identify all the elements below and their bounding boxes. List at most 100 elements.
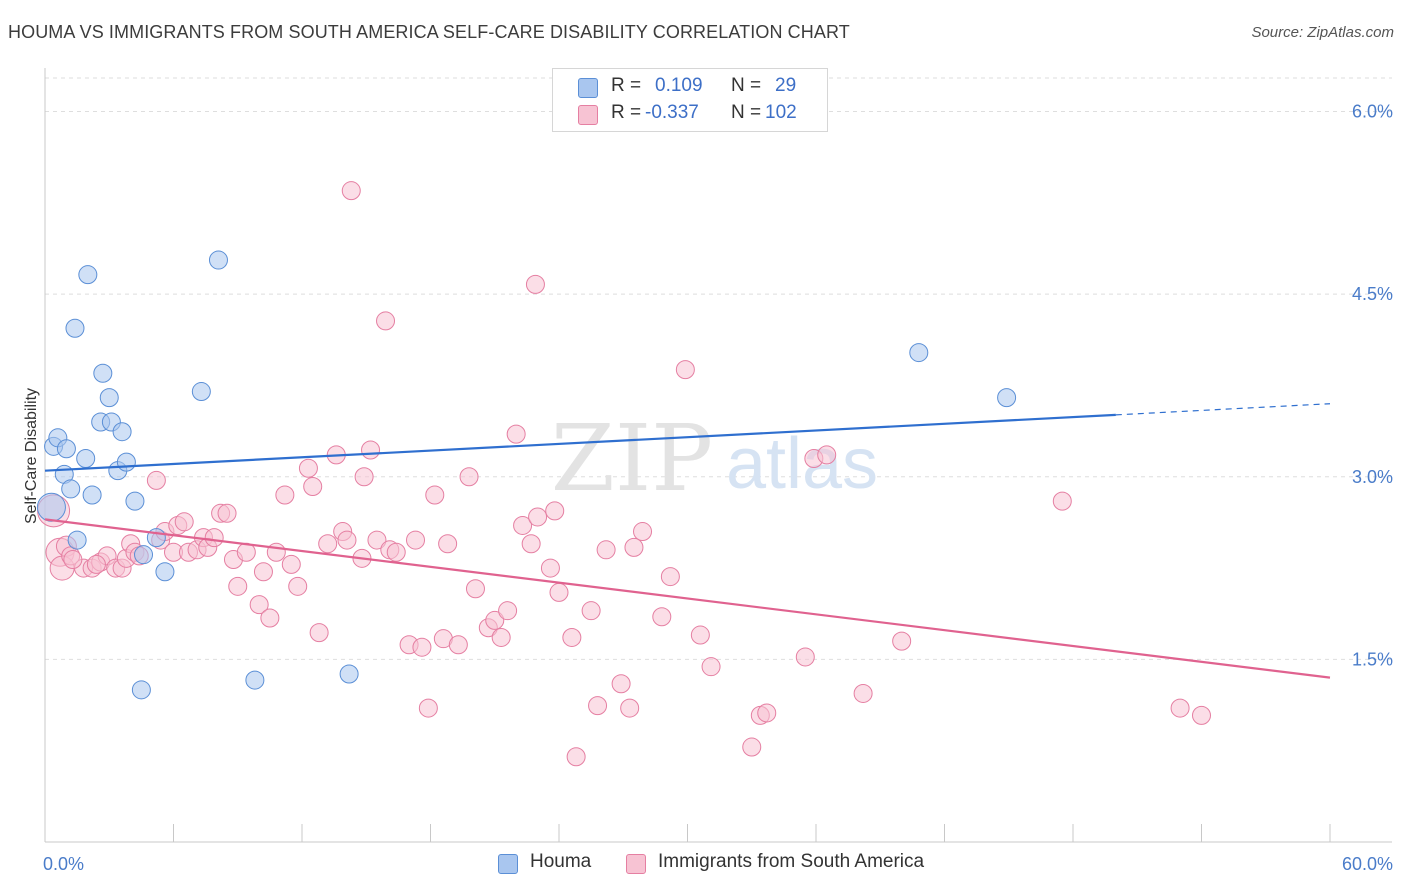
trend-line-houma-projection xyxy=(1115,403,1331,416)
series-houma xyxy=(36,250,1017,700)
data-point-immigrants xyxy=(309,623,329,643)
r-label: R = xyxy=(611,102,642,123)
data-point-immigrants xyxy=(1192,705,1211,725)
immigrants-legend-swatch xyxy=(626,854,646,874)
data-point-immigrants xyxy=(249,595,269,615)
data-point-immigrants xyxy=(521,534,541,554)
data-point-immigrants xyxy=(892,631,912,651)
watermark-atlas: atlas xyxy=(726,424,878,504)
data-point-immigrants xyxy=(652,607,672,627)
data-point-immigrants xyxy=(418,698,438,718)
data-point-immigrants xyxy=(337,530,357,550)
data-point-immigrants xyxy=(260,608,280,628)
data-point-immigrants xyxy=(624,537,644,557)
data-point-houma xyxy=(112,422,132,442)
trend-lines xyxy=(44,403,1331,679)
data-point-houma xyxy=(134,545,154,565)
data-point-immigrants xyxy=(528,507,548,527)
r-value: 0.109 xyxy=(655,75,703,96)
data-point-immigrants xyxy=(361,440,381,460)
data-point-immigrants xyxy=(459,467,479,487)
correlation-legend: R = 0.109 N = 29 R = -0.337 N = 102 xyxy=(552,68,828,132)
data-point-houma xyxy=(909,343,929,363)
data-point-houma xyxy=(76,449,96,468)
data-point-immigrants xyxy=(513,515,533,535)
data-point-immigrants xyxy=(611,674,631,694)
immigrants-swatch xyxy=(578,105,598,125)
data-point-immigrants xyxy=(660,567,680,587)
data-point-immigrants xyxy=(253,562,273,582)
data-point-immigrants xyxy=(525,274,545,294)
data-point-immigrants xyxy=(146,470,166,490)
data-point-immigrants xyxy=(425,485,445,505)
x-tick-label: 60.0% xyxy=(1342,854,1393,874)
data-point-immigrants xyxy=(853,683,873,703)
data-point-immigrants xyxy=(795,647,815,667)
n-label: N = xyxy=(731,102,762,123)
data-point-immigrants xyxy=(275,485,295,505)
series-immigrants xyxy=(37,181,1211,767)
houma-legend-swatch xyxy=(498,854,518,874)
data-point-immigrants xyxy=(412,637,432,657)
data-point-immigrants xyxy=(448,635,468,655)
houma-swatch xyxy=(578,78,598,98)
data-point-immigrants xyxy=(266,542,286,562)
data-point-immigrants xyxy=(742,737,762,757)
watermark: ZIP atlas xyxy=(551,405,878,512)
data-point-immigrants xyxy=(690,625,710,645)
data-point-houma xyxy=(99,388,119,408)
immigrants-legend-label: Immigrants from South America xyxy=(658,851,925,872)
houma-legend-label: Houma xyxy=(530,851,592,872)
y-tick-label: 6.0% xyxy=(1352,102,1393,122)
legend-row-houma: R = 0.109 N = 29 xyxy=(553,75,827,101)
data-point-immigrants xyxy=(438,534,458,554)
data-point-houma xyxy=(245,670,265,690)
data-point-immigrants xyxy=(63,550,83,570)
data-point-immigrants xyxy=(341,181,361,201)
n-label: N = xyxy=(731,75,762,96)
data-point-immigrants xyxy=(545,501,565,521)
data-point-houma xyxy=(131,680,151,700)
data-point-immigrants xyxy=(204,528,224,548)
data-point-immigrants xyxy=(376,311,396,331)
data-point-immigrants xyxy=(386,542,406,562)
n-value: 102 xyxy=(765,102,797,123)
n-value: 29 xyxy=(775,75,797,96)
data-point-immigrants xyxy=(1170,698,1190,718)
data-point-houma xyxy=(208,250,228,270)
data-point-immigrants xyxy=(303,477,323,497)
data-point-houma xyxy=(67,530,87,550)
data-point-immigrants xyxy=(465,579,485,599)
data-point-houma xyxy=(36,492,66,522)
data-point-immigrants xyxy=(217,503,237,523)
data-point-immigrants xyxy=(498,601,518,621)
data-point-immigrants xyxy=(549,582,569,602)
data-point-immigrants xyxy=(540,558,560,578)
data-point-immigrants xyxy=(817,445,837,465)
y-axis-label: Self-Care Disability xyxy=(23,388,40,524)
data-point-immigrants xyxy=(596,540,616,560)
legend-row-immigrants: R = -0.337 N = 102 xyxy=(553,102,827,128)
data-point-houma xyxy=(125,491,145,511)
data-point-houma xyxy=(82,485,102,505)
trend-line-immigrants xyxy=(44,518,1331,679)
data-point-immigrants xyxy=(281,554,301,574)
y-tick-label: 3.0% xyxy=(1352,467,1393,487)
data-point-immigrants xyxy=(1052,491,1072,511)
data-point-houma xyxy=(56,439,76,459)
data-point-immigrants xyxy=(566,747,586,767)
gridlines: 1.5% 3.0% 4.5% 6.0% xyxy=(45,77,1393,669)
data-point-immigrants xyxy=(485,610,505,630)
data-point-immigrants xyxy=(288,576,308,596)
data-point-houma xyxy=(78,265,98,285)
legend-item-houma: Houma xyxy=(498,851,608,877)
data-point-immigrants xyxy=(367,530,387,550)
r-label: R = xyxy=(611,75,642,96)
data-point-houma xyxy=(61,479,81,499)
watermark-zip: ZIP xyxy=(551,405,713,512)
data-point-immigrants xyxy=(562,627,582,647)
y-tick-label: 1.5% xyxy=(1352,649,1393,669)
data-point-houma xyxy=(191,382,211,402)
data-point-immigrants xyxy=(581,601,601,621)
